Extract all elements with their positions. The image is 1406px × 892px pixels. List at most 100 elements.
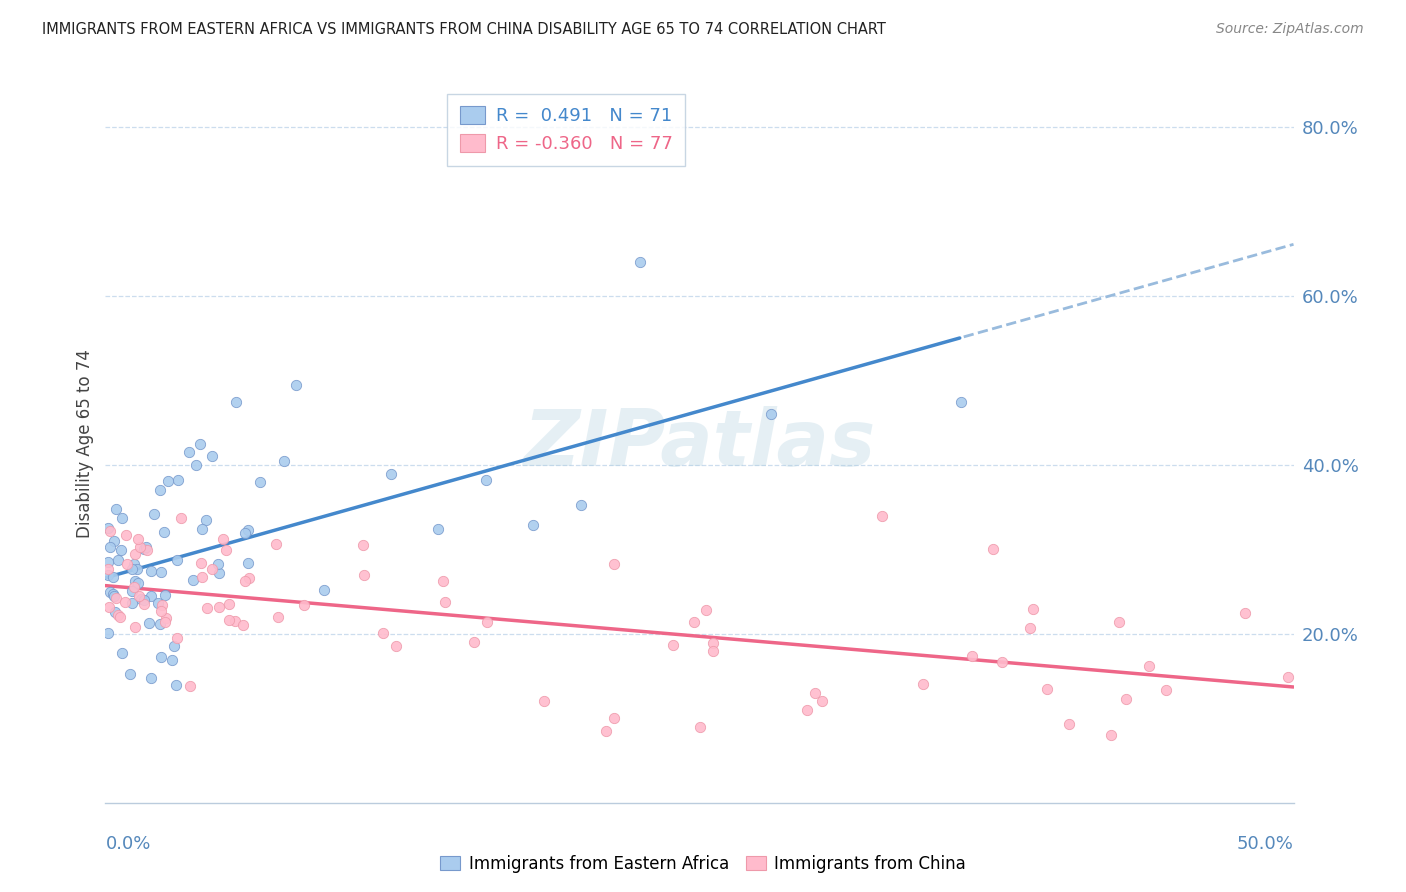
Point <box>759 407 782 421</box>
Point <box>201 450 224 464</box>
Point <box>352 538 374 552</box>
Point <box>1108 615 1130 630</box>
Point <box>682 615 704 630</box>
Point <box>97 600 120 615</box>
Point <box>695 602 717 616</box>
Point <box>166 553 188 567</box>
Point <box>142 508 165 522</box>
Point <box>232 618 254 632</box>
Point <box>114 595 136 609</box>
Point <box>266 609 288 624</box>
Point <box>224 614 246 628</box>
Point <box>603 711 626 725</box>
Point <box>97 567 120 582</box>
Point <box>157 474 180 488</box>
Point <box>139 564 162 578</box>
Point <box>103 589 125 603</box>
Point <box>190 437 212 451</box>
Point <box>98 584 121 599</box>
Text: 50.0%: 50.0% <box>1237 835 1294 853</box>
Point <box>266 537 288 551</box>
Point <box>128 589 150 603</box>
Point <box>120 667 142 681</box>
Point <box>211 532 233 546</box>
Point <box>1036 682 1059 697</box>
Point <box>150 604 173 618</box>
Point <box>105 502 128 516</box>
Point <box>1154 683 1177 698</box>
Point <box>97 562 120 576</box>
Point <box>207 599 229 614</box>
Point <box>225 394 247 409</box>
Point <box>628 255 651 269</box>
Text: 0.0%: 0.0% <box>105 835 150 853</box>
Point <box>163 640 186 654</box>
Point <box>233 526 256 541</box>
Point <box>127 576 149 591</box>
Point <box>103 534 125 549</box>
Point <box>167 474 190 488</box>
Point <box>131 591 153 606</box>
Point <box>111 646 134 660</box>
Point <box>195 601 218 615</box>
Point <box>105 591 128 605</box>
Point <box>273 453 295 467</box>
Point <box>949 394 972 409</box>
Point <box>149 483 172 498</box>
Point <box>990 655 1012 669</box>
Point <box>134 593 156 607</box>
Point <box>111 511 134 525</box>
Point <box>150 598 173 612</box>
Point <box>284 377 307 392</box>
Point <box>353 568 375 582</box>
Point <box>218 597 240 611</box>
Point <box>218 613 240 627</box>
Y-axis label: Disability Age 65 to 74: Disability Age 65 to 74 <box>76 350 94 538</box>
Point <box>238 571 260 585</box>
Point <box>98 540 121 554</box>
Point <box>121 561 143 575</box>
Point <box>138 616 160 631</box>
Point <box>139 589 162 603</box>
Point <box>155 611 177 625</box>
Point <box>136 543 159 558</box>
Point <box>689 720 711 734</box>
Point <box>153 525 176 540</box>
Point <box>595 724 617 739</box>
Point <box>184 458 207 472</box>
Point <box>121 596 143 610</box>
Point <box>702 644 724 658</box>
Point <box>97 555 120 569</box>
Point <box>522 517 544 532</box>
Point <box>1234 606 1257 620</box>
Point <box>238 524 260 538</box>
Point <box>796 703 818 717</box>
Point <box>134 541 156 556</box>
Point <box>569 498 592 512</box>
Point <box>104 605 127 619</box>
Point <box>108 610 131 624</box>
Point <box>1018 621 1040 635</box>
Point <box>207 557 229 571</box>
Point <box>373 625 395 640</box>
Point <box>153 615 176 630</box>
Point <box>249 475 271 489</box>
Point <box>1057 716 1080 731</box>
Point <box>153 588 176 602</box>
Point <box>134 597 156 611</box>
Point <box>170 511 193 525</box>
Point <box>432 574 454 588</box>
Point <box>124 547 146 561</box>
Point <box>117 557 139 571</box>
Point <box>110 543 132 558</box>
Point <box>135 540 157 554</box>
Point <box>1277 670 1299 684</box>
Point <box>97 626 120 640</box>
Point <box>165 677 187 691</box>
Point <box>124 574 146 588</box>
Legend: R =  0.491   N = 71, R = -0.360   N = 77: R = 0.491 N = 71, R = -0.360 N = 77 <box>447 94 685 166</box>
Point <box>427 522 450 536</box>
Point <box>702 636 724 650</box>
Point <box>115 527 138 541</box>
Point <box>103 587 125 601</box>
